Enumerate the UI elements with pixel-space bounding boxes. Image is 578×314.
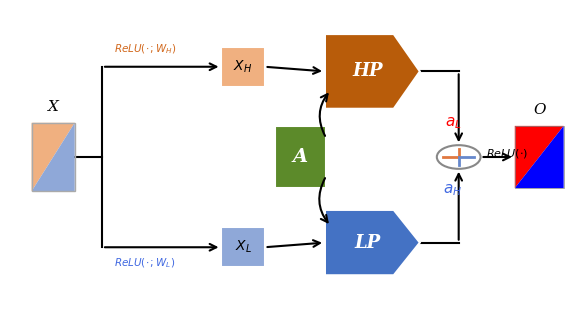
Text: X: X <box>48 100 58 114</box>
Polygon shape <box>325 34 420 109</box>
Text: $ReLU(\cdot\,;W_H)$: $ReLU(\cdot\,;W_H)$ <box>113 42 176 56</box>
Text: HP: HP <box>353 62 383 80</box>
Polygon shape <box>515 126 564 188</box>
Polygon shape <box>515 126 564 188</box>
Text: $ReLU(\cdot\,;W_L)$: $ReLU(\cdot\,;W_L)$ <box>113 257 175 270</box>
Text: $X_L$: $X_L$ <box>235 239 251 256</box>
Polygon shape <box>325 210 420 275</box>
Text: $a_H$: $a_H$ <box>443 183 462 198</box>
Text: A: A <box>293 148 308 166</box>
Text: O: O <box>533 103 546 117</box>
Text: $a_L$: $a_L$ <box>444 116 461 131</box>
Polygon shape <box>32 123 75 191</box>
Text: $X_H$: $X_H$ <box>234 58 253 75</box>
FancyBboxPatch shape <box>221 227 265 268</box>
Polygon shape <box>32 123 75 191</box>
FancyBboxPatch shape <box>275 126 327 188</box>
FancyBboxPatch shape <box>221 46 265 87</box>
Bar <box>32 123 75 191</box>
Text: LP: LP <box>354 234 381 252</box>
Bar <box>515 126 564 188</box>
Text: $ReLU(\cdot)$: $ReLU(\cdot)$ <box>486 147 528 160</box>
Circle shape <box>437 145 480 169</box>
